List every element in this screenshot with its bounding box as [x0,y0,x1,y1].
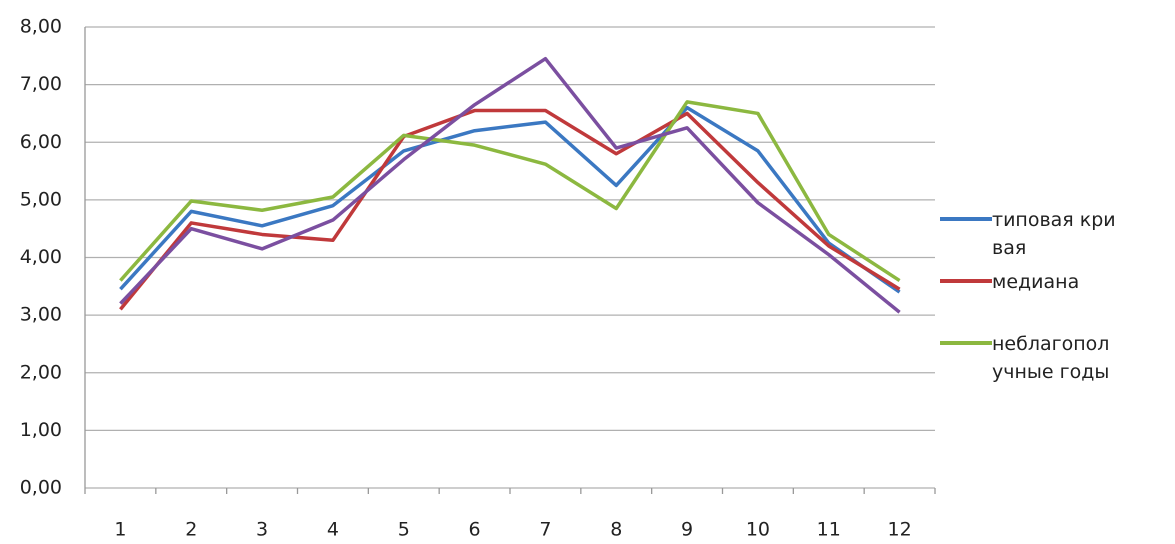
legend-label: типовая кривая [992,209,1116,259]
legend-label: медиана [992,271,1080,293]
y-tick-label: 0,00 [20,477,62,499]
legend-entry: неблагополучные годы [940,330,1117,386]
legend: типовая кривая медиана неблагополучные год… [940,0,1175,544]
y-tick-label: 4,00 [20,246,62,268]
legend-entry: медиана [940,268,1117,296]
series-line [119,100,901,283]
y-tick-label: 1,00 [20,419,62,441]
y-tick-label: 3,00 [20,304,62,326]
x-tick-label: 5 [398,519,410,541]
series-line [119,56,901,314]
series-line [119,105,901,294]
legend-label: неблагополучные годы [992,333,1110,383]
y-tick-label: 7,00 [20,73,62,95]
x-tick-label: 6 [469,519,481,541]
legend-swatch [940,217,992,221]
y-tick-label: 5,00 [20,188,62,210]
legend-entry: типовая кривая [940,206,1117,262]
x-tick-label: 4 [327,519,339,541]
series-line [119,108,901,311]
y-tick-label: 6,00 [20,131,62,153]
legend-swatch [940,279,992,283]
x-tick-label: 9 [681,519,693,541]
x-tick-label: 11 [817,519,841,541]
x-tick-label: 8 [610,519,622,541]
legend-swatch [940,341,992,345]
y-tick-label: 2,00 [20,361,62,383]
x-tick-label: 10 [746,519,770,541]
x-tick-label: 3 [256,519,268,541]
x-tick-label: 2 [185,519,197,541]
x-tick-label: 7 [539,519,551,541]
y-tick-label: 8,00 [20,16,62,38]
chart: 0,001,002,003,004,005,006,007,008,001 2 3 4… [20,16,936,541]
x-tick-label: 12 [887,519,911,541]
x-tick-label: 1 [114,519,126,541]
